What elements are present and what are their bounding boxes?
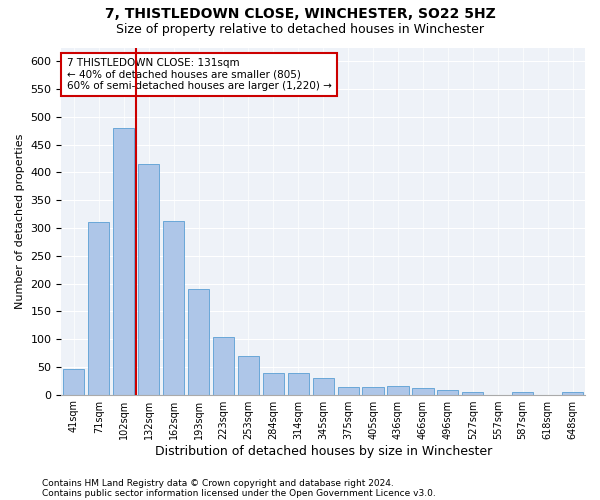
- Bar: [412, 388, 434, 394]
- Bar: [163, 221, 184, 394]
- Text: Contains HM Land Registry data © Crown copyright and database right 2024.: Contains HM Land Registry data © Crown c…: [42, 478, 394, 488]
- Bar: [213, 338, 234, 394]
- Bar: [287, 374, 309, 394]
- Bar: [238, 356, 259, 395]
- Bar: [63, 369, 85, 394]
- Bar: [462, 392, 484, 394]
- Text: 7 THISTLEDOWN CLOSE: 131sqm
← 40% of detached houses are smaller (805)
60% of se: 7 THISTLEDOWN CLOSE: 131sqm ← 40% of det…: [67, 58, 332, 91]
- Bar: [188, 289, 209, 395]
- Bar: [113, 128, 134, 394]
- Text: 7, THISTLEDOWN CLOSE, WINCHESTER, SO22 5HZ: 7, THISTLEDOWN CLOSE, WINCHESTER, SO22 5…: [104, 8, 496, 22]
- Text: Contains public sector information licensed under the Open Government Licence v3: Contains public sector information licen…: [42, 488, 436, 498]
- Bar: [138, 164, 159, 394]
- Text: Size of property relative to detached houses in Winchester: Size of property relative to detached ho…: [116, 22, 484, 36]
- Bar: [263, 374, 284, 394]
- Bar: [313, 378, 334, 394]
- Bar: [512, 392, 533, 394]
- X-axis label: Distribution of detached houses by size in Winchester: Distribution of detached houses by size …: [155, 444, 492, 458]
- Bar: [338, 387, 359, 394]
- Bar: [437, 390, 458, 394]
- Bar: [362, 388, 383, 394]
- Bar: [388, 386, 409, 394]
- Bar: [88, 222, 109, 394]
- Y-axis label: Number of detached properties: Number of detached properties: [15, 134, 25, 308]
- Bar: [562, 392, 583, 394]
